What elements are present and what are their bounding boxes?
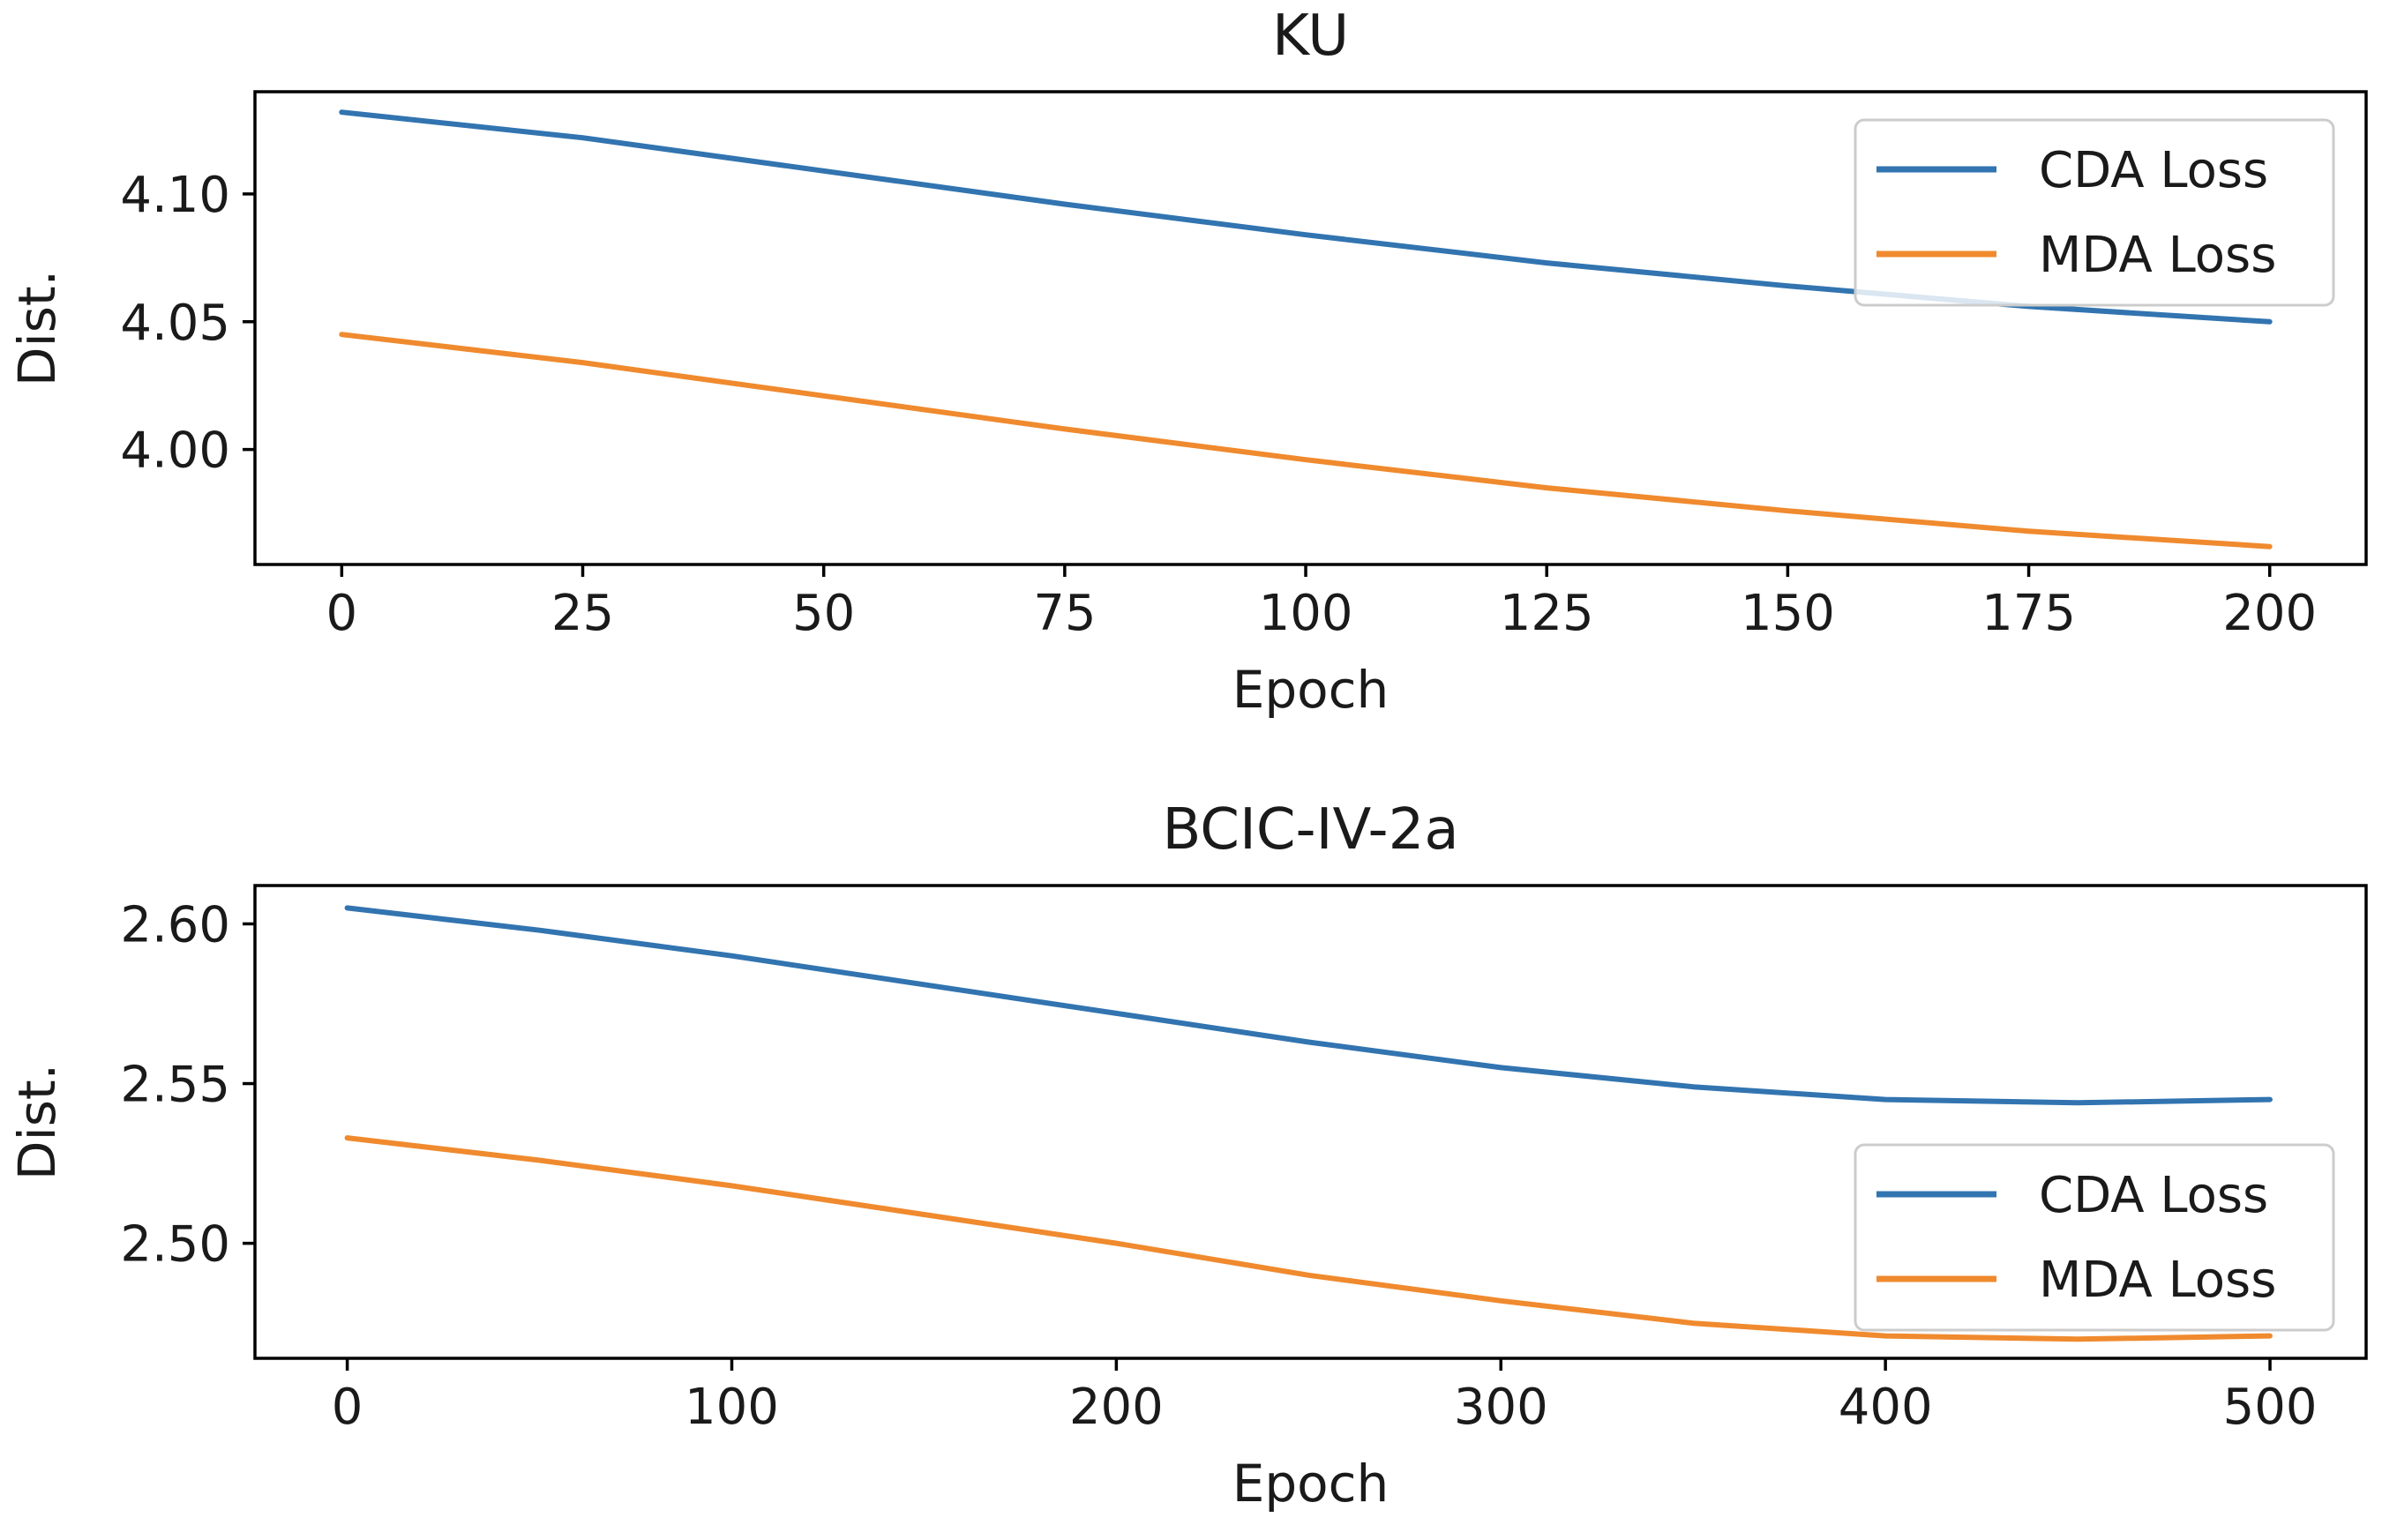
chart-panel-2: BCIC-IV-2a 0 100 200 300 400 500 2.50 2.55 2.60 Ep…: [7, 797, 2368, 1514]
x-tick-label: 0: [326, 585, 358, 642]
x-axis-label: Epoch: [1232, 1454, 1390, 1514]
y-axis-label: Dist.: [7, 270, 67, 386]
x-tick-label: 100: [685, 1379, 779, 1436]
legend: CDA Loss MDA Loss: [1854, 118, 2335, 307]
y-tick-label: 2.60: [120, 896, 230, 953]
y-tick-label: 4.10: [120, 167, 230, 224]
legend-label: MDA Loss: [2039, 1252, 2276, 1309]
y-tick-label: 2.55: [120, 1057, 230, 1114]
y-axis-label: Dist.: [7, 1064, 67, 1180]
x-tick-label: 200: [2222, 585, 2317, 642]
legend-label: CDA Loss: [2039, 1167, 2268, 1224]
x-tick-label: 50: [792, 585, 855, 642]
legend-label: CDA Loss: [2039, 142, 2268, 199]
x-tick-label: 25: [551, 585, 614, 642]
plot-frame: [253, 90, 2368, 566]
x-tick-label: 75: [1033, 585, 1096, 642]
x-tick-label: 500: [2223, 1379, 2318, 1436]
legend-label: MDA Loss: [2039, 227, 2276, 284]
y-tick-label: 4.05: [120, 295, 230, 352]
x-tick-label: 125: [1500, 585, 1594, 642]
x-tick-label: 300: [1454, 1379, 1548, 1436]
x-tick-label: 175: [1981, 585, 2076, 642]
series-line-cda-loss: [344, 905, 2273, 1106]
legend: CDA Loss MDA Loss: [1854, 1143, 2335, 1332]
x-axis-label: Epoch: [1232, 660, 1390, 720]
y-tick-label: 4.00: [120, 422, 230, 480]
plot-frame: [253, 884, 2368, 1360]
series-line-mda-loss: [339, 332, 2273, 549]
chart-panel-1: KU 0 25 50 75 100 125 150 175 200 4.00 4.05 4.10 Epoc…: [7, 4, 2368, 720]
y-tick-label: 2.50: [120, 1216, 230, 1274]
x-tick-label: 0: [332, 1379, 363, 1436]
chart-title: KU: [1272, 4, 1349, 69]
chart-title: BCIC-IV-2a: [1162, 797, 1458, 863]
x-tick-label: 200: [1069, 1379, 1164, 1436]
x-tick-label: 400: [1839, 1379, 1933, 1436]
x-tick-label: 150: [1741, 585, 1835, 642]
x-tick-label: 100: [1259, 585, 1353, 642]
series-line-mda-loss: [344, 1135, 2273, 1342]
